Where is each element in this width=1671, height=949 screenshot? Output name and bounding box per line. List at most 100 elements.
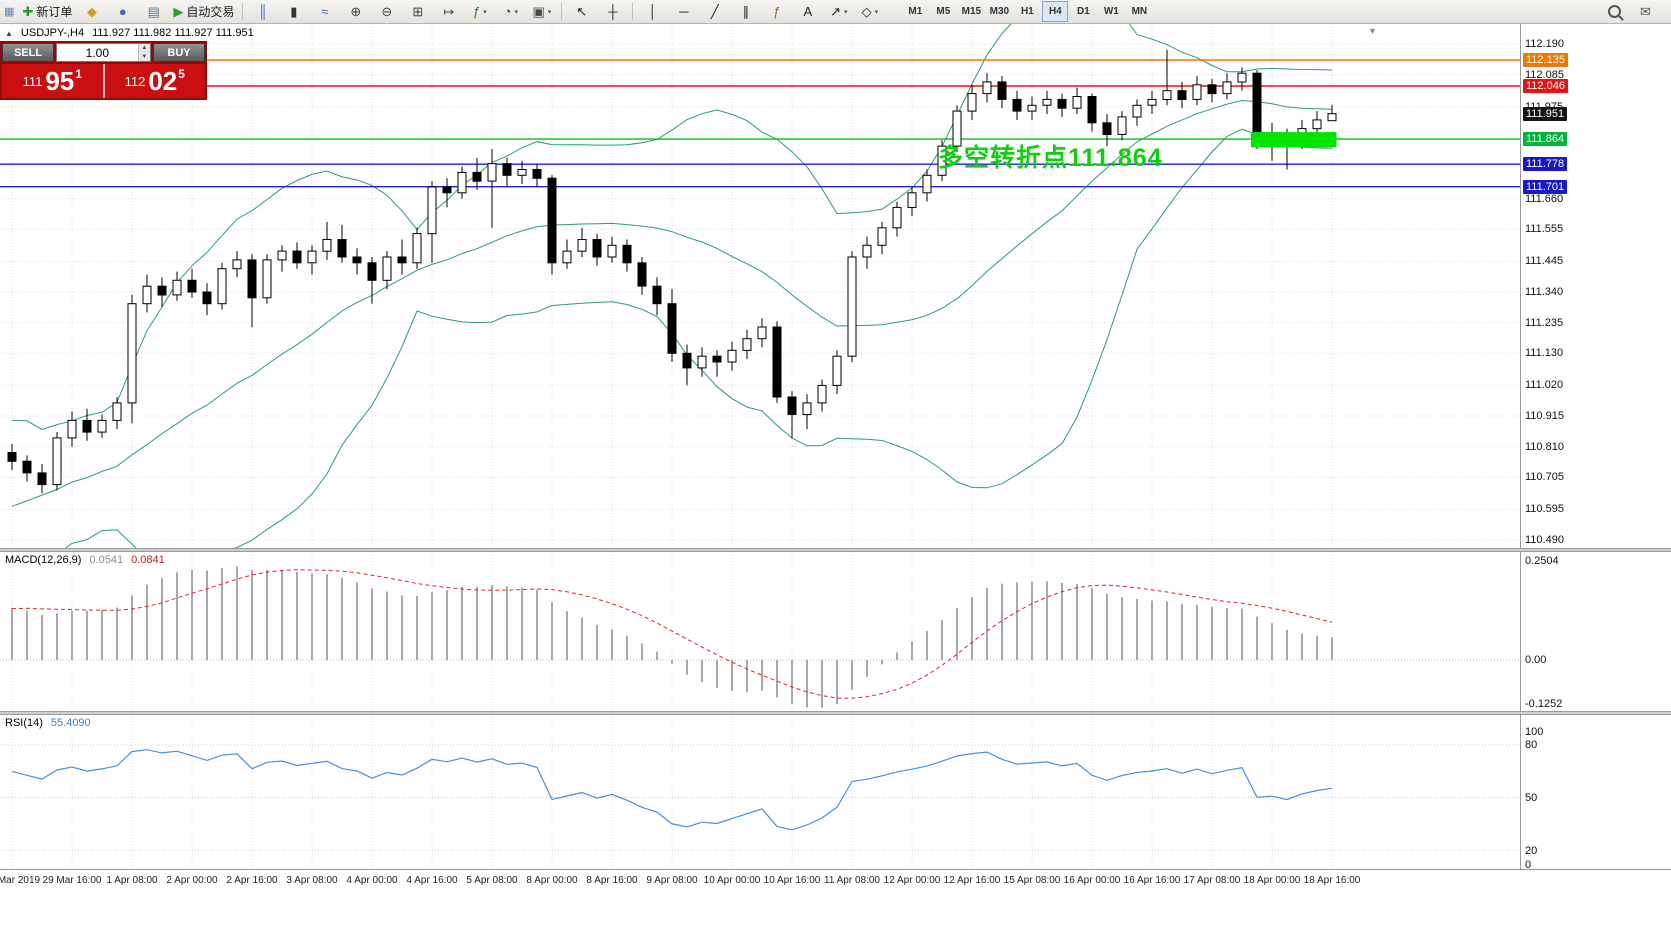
time-label: 10 Apr 00:00 xyxy=(703,875,761,886)
market-watch-button[interactable]: ● xyxy=(107,1,138,23)
macd-scale[interactable]: 0.2504 0.00 -0.1252 xyxy=(1520,552,1671,711)
sell-button[interactable]: SELL xyxy=(2,43,54,62)
macd-panel: 0.2504 0.00 -0.1252 MACD(12,26,9) 0.0541 0… xyxy=(0,552,1671,711)
autotrading-label: 自动交易 xyxy=(186,5,235,19)
horizontal-line-icon: ─ xyxy=(679,4,689,19)
autotrading-button[interactable]: ▶ 自动交易 xyxy=(169,1,238,23)
volume-input[interactable] xyxy=(57,44,138,61)
line-chart-icon: ≈ xyxy=(321,4,329,19)
indicators-button[interactable]: ƒ ▾ xyxy=(464,1,495,23)
price-scale-label: 111.340 xyxy=(1525,286,1564,298)
toolbar-separator xyxy=(561,3,563,20)
timeframe-h1[interactable]: H1 xyxy=(1020,6,1034,17)
timeframe-d1[interactable]: D1 xyxy=(1076,6,1090,17)
timeframe-m1[interactable]: M1 xyxy=(908,6,923,17)
zoom-out-icon: ⊖ xyxy=(381,4,393,19)
price-scale-label: 111.555 xyxy=(1525,223,1564,235)
volume-spin-buttons: ▲ ▼ xyxy=(137,44,150,61)
volume-up-icon[interactable]: ▲ xyxy=(138,44,150,53)
zoom-in-button[interactable]: ⊕ xyxy=(340,1,371,23)
crosshair-button[interactable]: ┼ xyxy=(597,1,628,23)
search-button[interactable] xyxy=(1599,1,1630,23)
bar-chart-button[interactable]: ║ xyxy=(247,1,278,23)
data-window-button[interactable]: ▤ xyxy=(138,1,169,23)
rsi-scale-label: 80 xyxy=(1525,739,1538,751)
line-chart-button[interactable]: ≈ xyxy=(309,1,340,23)
shapes-icon: ◇ xyxy=(861,4,872,19)
candlestick-chart-button[interactable]: ▮ xyxy=(278,1,309,23)
toolbar-separator xyxy=(242,3,244,20)
vertical-line-button[interactable]: │ xyxy=(637,1,668,23)
macd-header: MACD(12,26,9) 0.0541 0.0841 xyxy=(5,554,165,566)
timeframe-toolbar: M1 M5 M15 M30 H1 H4 D1 W1 MN xyxy=(901,1,1153,22)
time-label: 29 Mar 2019 xyxy=(0,875,41,886)
chart-profile-button[interactable]: ◆ xyxy=(76,1,107,23)
trendline-button[interactable]: ╱ xyxy=(699,1,730,23)
periods-button[interactable]: ◔ ▾ xyxy=(495,1,526,23)
timeframe-m15[interactable]: M15 xyxy=(961,6,982,17)
feedback-button[interactable]: ✉ xyxy=(1630,1,1661,23)
price-scale-label: 110.595 xyxy=(1525,503,1564,515)
zoom-out-button[interactable]: ⊖ xyxy=(371,1,402,23)
price-scale-label: 111.020 xyxy=(1525,379,1564,391)
rsi-scale[interactable]: 100 80 50 20 0 xyxy=(1520,715,1671,871)
main-toolbar: ▦ ✚ 新订单 ◆ ● ▤ ▶ 自动交易 ║ ▮ ≈ ⊕ ⊖ ⊞ ↦ ƒ ▾ ◔ ▾ ▣ ▾ ↖ ┼ │ ─ ╱ ∥ ƒ A ↗ ▾ ◇ ▾ … xyxy=(0,0,1671,24)
equidistant-channel-button[interactable]: ∥ xyxy=(730,1,761,23)
toolbar-separator xyxy=(632,3,634,20)
horizontal-line-button[interactable]: ─ xyxy=(668,1,699,23)
data-window-icon: ▤ xyxy=(147,4,160,19)
ohlc-toggle-icon[interactable]: ▲ xyxy=(5,28,13,38)
price-line-label: 111.951 xyxy=(1523,107,1568,121)
new-order-button[interactable]: ✚ 新订单 xyxy=(18,1,76,23)
timeframe-h4[interactable]: H4 xyxy=(1042,1,1069,22)
text-label-button[interactable]: A xyxy=(792,1,823,23)
sell-price-prefix: 111 xyxy=(22,73,43,89)
symbol-header: ▲ USDJPY-,H4 111.927 111.982 111.927 111… xyxy=(5,27,254,39)
fibonacci-icon: ƒ xyxy=(773,4,781,19)
time-label: 16 Apr 16:00 xyxy=(1123,875,1181,886)
timeframe-mn[interactable]: MN xyxy=(1131,6,1148,17)
time-label: 5 Apr 08:00 xyxy=(466,875,518,886)
price-scale-label: 111.235 xyxy=(1525,317,1564,329)
macd-canvas[interactable] xyxy=(0,552,1520,711)
price-scale-label: 111.660 xyxy=(1525,193,1564,205)
tile-windows-icon: ⊞ xyxy=(412,4,424,19)
tile-windows-button[interactable]: ⊞ xyxy=(402,1,433,23)
sell-price-big: 95 xyxy=(45,66,75,96)
child-window-icon: ▦ xyxy=(4,6,15,18)
price-scale[interactable]: 112.190112.135112.085112.046111.975111.9… xyxy=(1520,24,1671,548)
rsi-label: RSI(14) xyxy=(5,717,43,729)
chart-shift-icon: ↦ xyxy=(443,4,455,19)
timeframe-m30[interactable]: M30 xyxy=(989,6,1010,17)
price-chart-canvas[interactable] xyxy=(0,24,1520,548)
time-label: 2 Apr 00:00 xyxy=(166,875,218,886)
time-label: 12 Apr 16:00 xyxy=(943,875,1001,886)
volume-down-icon[interactable]: ▼ xyxy=(138,52,150,61)
buy-price[interactable]: 112 02 5 xyxy=(105,64,206,98)
price-scale-label: 110.490 xyxy=(1525,534,1564,546)
chart-shift-button[interactable]: ↦ xyxy=(433,1,464,23)
time-label: 18 Apr 00:00 xyxy=(1243,875,1301,886)
fibonacci-button[interactable]: ƒ xyxy=(761,1,792,23)
price-chart-panel: 112.190112.135112.085112.046111.975111.9… xyxy=(0,24,1671,548)
price-scale-label: 112.085 xyxy=(1525,69,1564,81)
templates-button[interactable]: ▣ ▾ xyxy=(526,1,557,23)
shapes-button[interactable]: ◇ ▾ xyxy=(854,1,885,23)
volume-stepper: ▲ ▼ xyxy=(56,43,151,62)
search-icon xyxy=(1608,5,1621,18)
timeframe-w1[interactable]: W1 xyxy=(1103,6,1119,17)
panel-separator[interactable] xyxy=(0,548,1671,552)
panel-separator[interactable] xyxy=(0,711,1671,715)
cursor-button[interactable]: ↖ xyxy=(566,1,597,23)
chart-shift-marker-icon[interactable]: ▼ xyxy=(1368,26,1377,36)
equidistant-channel-icon: ∥ xyxy=(742,4,750,19)
sell-price[interactable]: 111 95 1 xyxy=(2,64,103,98)
arrows-button[interactable]: ↗ ▾ xyxy=(823,1,854,23)
timeframe-m5[interactable]: M5 xyxy=(936,6,951,17)
time-label: 12 Apr 00:00 xyxy=(883,875,941,886)
new-order-icon: ✚ xyxy=(22,4,34,19)
buy-button[interactable]: BUY xyxy=(153,43,205,62)
rsi-canvas[interactable] xyxy=(0,715,1520,869)
